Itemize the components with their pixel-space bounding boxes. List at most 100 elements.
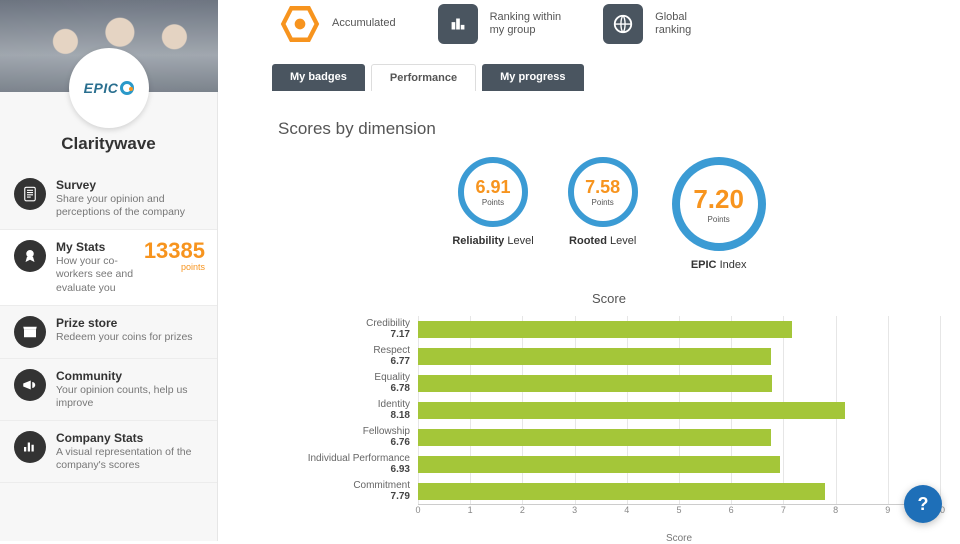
points-value: 13385 [144, 240, 205, 262]
nav-text: My StatsHow your co-workers see and eval… [56, 240, 144, 294]
chart-icon [14, 431, 46, 463]
company-logo: EPIC [69, 48, 149, 128]
dimension-epic: 7.20Points EPIC Index [672, 157, 766, 271]
ranking-icon [438, 4, 478, 44]
header-stat: Globalranking [601, 2, 691, 46]
tab-my-progress[interactable]: My progress [482, 64, 583, 91]
axis-tick: 2 [520, 505, 525, 515]
chart-plot [418, 316, 940, 505]
chart-value: 8.18 [278, 410, 410, 421]
nav-sub: A visual representation of the company's… [56, 446, 205, 472]
chart-category: Individual Performance [278, 454, 410, 464]
nav-title: Company Stats [56, 431, 205, 445]
sidebar-item-prize-store[interactable]: Prize storeRedeem your coins for prizes [0, 306, 217, 359]
chart-body: Credibility7.17Respect6.77Equality6.78Id… [278, 316, 940, 505]
sidebar-item-my-stats[interactable]: My StatsHow your co-workers see and eval… [0, 230, 217, 305]
help-button[interactable]: ? [904, 485, 942, 523]
chart-labels: Credibility7.17Respect6.77Equality6.78Id… [278, 316, 418, 505]
dimension-reliability: 6.91Points Reliability Level [452, 157, 533, 271]
chart-bar [418, 456, 780, 473]
grid-line [940, 316, 941, 504]
chart-category: Respect [278, 346, 410, 356]
dimension-label: EPIC Index [672, 259, 766, 271]
nav-title: My Stats [56, 240, 144, 254]
chart-value: 6.78 [278, 383, 410, 394]
hero-image: EPIC [0, 0, 218, 92]
dimension-label: Rooted Level [568, 235, 638, 247]
chart-category: Commitment [278, 481, 410, 491]
axis-tick: 6 [729, 505, 734, 515]
chart-category: Equality [278, 373, 410, 383]
nav-sub: Redeem your coins for prizes [56, 331, 205, 344]
chart-row-label: Credibility7.17 [278, 316, 410, 343]
chart-bar [418, 348, 771, 365]
dimension-score: 7.20 [693, 184, 744, 215]
axis-tick: 1 [468, 505, 473, 515]
chart-bar [418, 429, 771, 446]
chart-value: 6.93 [278, 464, 410, 475]
axis-tick: 5 [676, 505, 681, 515]
dimension-points-label: Points [592, 198, 614, 207]
dimension-circles: 6.91PointsReliability Level7.58PointsRoo… [278, 157, 940, 271]
chart-category: Credibility [278, 319, 410, 329]
chart-category: Identity [278, 400, 410, 410]
nav-text: Company StatsA visual representation of … [56, 431, 205, 472]
chart-row-label: Respect6.77 [278, 343, 410, 370]
sidebar-item-survey[interactable]: SurveyShare your opinion and perceptions… [0, 168, 217, 230]
badge-icon [14, 240, 46, 272]
chart-bar [418, 402, 845, 419]
store-icon [14, 316, 46, 348]
dimension-label: Reliability Level [452, 235, 533, 247]
chart-bar [418, 321, 792, 338]
chart-value: 7.17 [278, 329, 410, 340]
nav-sub: Your opinion counts, help us improve [56, 384, 205, 410]
dimension-score: 6.91 [475, 177, 510, 198]
axis-tick: 0 [415, 505, 420, 515]
chart-value: 6.77 [278, 356, 410, 367]
stat-label: Globalranking [655, 11, 691, 37]
logo-text: EPIC [84, 80, 119, 96]
dimension-points-label: Points [708, 215, 730, 224]
grid-line [888, 316, 889, 504]
dimension-circle: 7.20Points [672, 157, 766, 251]
tab-my-badges[interactable]: My badges [272, 64, 365, 91]
chart-value: 7.79 [278, 491, 410, 502]
header-stat: Accumulated [278, 2, 396, 46]
dimension-circle: 6.91Points [458, 157, 528, 227]
nav-text: CommunityYour opinion counts, help us im… [56, 369, 205, 410]
chart-axis-label: Score [418, 533, 940, 544]
dimension-rooted: 7.58Points Rooted Level [568, 157, 638, 271]
chart-row-label: Individual Performance6.93 [278, 451, 410, 478]
section-title: Scores by dimension [278, 119, 940, 139]
main-content: Accumulated Ranking withinmy group Globalr… [218, 0, 960, 541]
stat-icon [601, 2, 645, 46]
sidebar-item-community[interactable]: CommunityYour opinion counts, help us im… [0, 359, 217, 421]
points-badge: 13385points [144, 240, 205, 272]
chart-bar [418, 375, 772, 392]
nav-title: Prize store [56, 316, 205, 330]
stat-icon [436, 2, 480, 46]
logo-ring-icon [120, 81, 134, 95]
axis-tick: 9 [885, 505, 890, 515]
tab-performance[interactable]: Performance [371, 64, 476, 91]
axis-tick: 7 [781, 505, 786, 515]
nav-text: SurveyShare your opinion and perceptions… [56, 178, 205, 219]
chart-value: 6.76 [278, 437, 410, 448]
tabs: My badgesPerformanceMy progress [272, 64, 940, 91]
hex-icon [280, 4, 320, 44]
sidebar-item-company-stats[interactable]: Company StatsA visual representation of … [0, 421, 217, 483]
sidebar-nav: SurveyShare your opinion and perceptions… [0, 168, 217, 483]
nav-title: Community [56, 369, 205, 383]
chart-row-label: Equality6.78 [278, 370, 410, 397]
nav-text: Prize storeRedeem your coins for prizes [56, 316, 205, 344]
chart-row-label: Commitment7.79 [278, 478, 410, 505]
axis-tick: 8 [833, 505, 838, 515]
dimension-score: 7.58 [585, 177, 620, 198]
globe-icon [603, 4, 643, 44]
sidebar: EPIC Claritywave SurveyShare your opinio… [0, 0, 218, 541]
header-stat: Ranking withinmy group [436, 2, 562, 46]
nav-sub: How your co-workers see and evaluate you [56, 255, 144, 294]
nav-sub: Share your opinion and perceptions of th… [56, 193, 205, 219]
chart-bar [418, 483, 825, 500]
chart-category: Fellowship [278, 427, 410, 437]
